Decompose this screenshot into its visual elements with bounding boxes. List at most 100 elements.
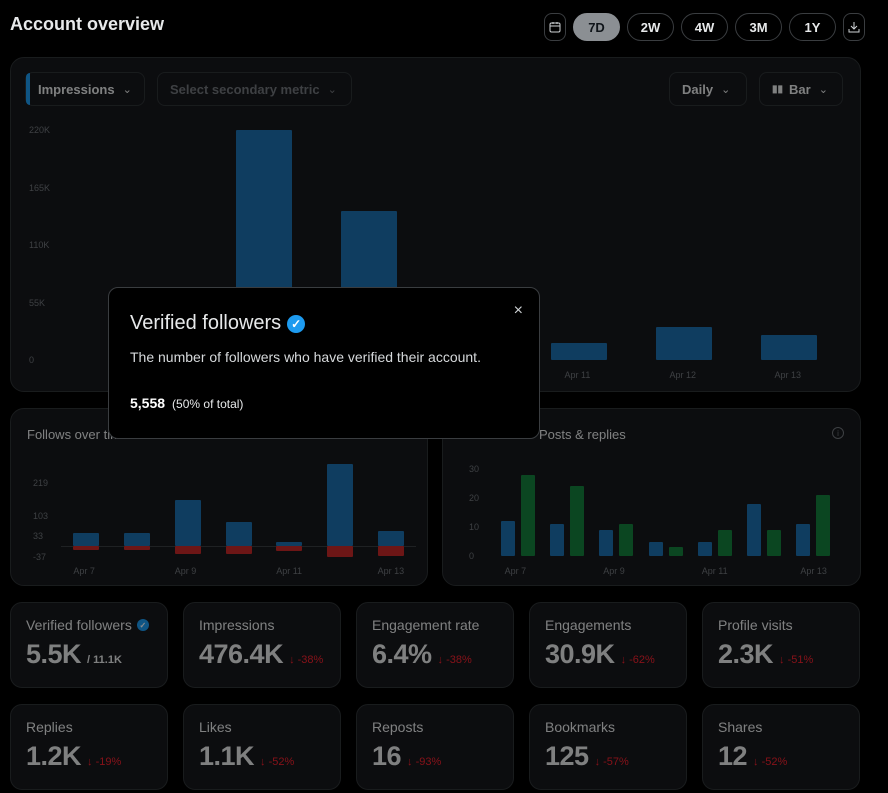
metric-value: 6.4% xyxy=(372,639,432,669)
calendar-icon[interactable] xyxy=(544,13,566,41)
posts-bar xyxy=(796,524,811,556)
metric-label: Replies xyxy=(26,719,73,735)
verified-badge-icon: ✓ xyxy=(287,314,306,333)
y-tick-label: 20 xyxy=(469,493,480,503)
popover-count: 5,558 xyxy=(130,395,166,411)
y-tick-label: 33 xyxy=(33,531,44,542)
metric-total: / 11.1K xyxy=(87,654,122,666)
posts-bar xyxy=(648,541,663,556)
follows-bar xyxy=(326,464,353,546)
metric-engagements[interactable]: Engagements 30.9K ↓ -62% xyxy=(529,602,687,688)
metric-delta: ↓ -62% xyxy=(620,654,655,666)
y-tick-label: 165K xyxy=(29,182,51,193)
x-tick-label: Apr 9 xyxy=(174,566,197,576)
follows-bar xyxy=(174,499,201,546)
posts-bar xyxy=(500,521,515,556)
metric-verified-followers[interactable]: Verified followers ✓ 5.5K / 11.1K xyxy=(10,602,168,688)
metric-label: Profile visits xyxy=(718,617,793,633)
x-tick-label: Apr 11 xyxy=(276,566,303,576)
x-tick-label: Apr 12 xyxy=(669,370,697,380)
x-tick-label: Apr 9 xyxy=(603,566,625,576)
metric-shares[interactable]: Shares 12 ↓ -52% xyxy=(702,704,860,790)
range-2w-button[interactable]: 2W xyxy=(627,13,674,41)
metric-engagement-rate[interactable]: Engagement rate 6.4% ↓ -38% xyxy=(356,602,514,688)
metric-profile-visits[interactable]: Profile visits 2.3K ↓ -51% xyxy=(702,602,860,688)
bar-chart-icon: ▮▮ xyxy=(772,83,784,95)
range-1y-button[interactable]: 1Y xyxy=(789,13,836,41)
y-tick-label: 219 xyxy=(33,477,49,488)
popover-title-text: Verified followers xyxy=(130,312,282,334)
y-tick-label: 220K xyxy=(29,125,51,135)
chevron-down-icon: ⌄ xyxy=(122,83,132,96)
y-tick-label: 110K xyxy=(29,240,50,250)
y-tick-label: -37 xyxy=(33,551,47,562)
impressions-bar xyxy=(760,334,817,360)
secondary-metric-select[interactable]: Select secondary metric ⌄ xyxy=(157,72,352,106)
metric-label: Bookmarks xyxy=(545,719,616,735)
metric-label: Shares xyxy=(718,719,763,735)
close-icon[interactable]: × xyxy=(513,302,523,319)
replies-bar xyxy=(569,486,584,556)
verified-followers-popover: × Verified followers ✓ The number of fol… xyxy=(108,287,540,439)
replies-bar xyxy=(619,524,634,556)
secondary-metric-placeholder: Select secondary metric xyxy=(170,81,320,97)
x-tick-label: Apr 11 xyxy=(564,370,591,380)
metric-likes[interactable]: Likes 1.1K ↓ -52% xyxy=(183,704,341,790)
replies-bar xyxy=(717,529,732,556)
y-tick-label: 10 xyxy=(469,522,480,532)
info-icon[interactable]: i xyxy=(832,427,844,439)
metric-label: Impressions xyxy=(199,617,275,633)
metric-label: Engagements xyxy=(545,617,632,633)
download-icon[interactable] xyxy=(843,13,865,41)
chevron-down-icon: ⌄ xyxy=(721,83,731,96)
replies-bar xyxy=(668,547,683,556)
metric-label: Reposts xyxy=(372,719,424,735)
page-title: Account overview xyxy=(10,14,165,34)
unfollows-bar xyxy=(276,546,303,551)
metric-value: 12 xyxy=(718,741,748,771)
metric-value: 1.2K xyxy=(26,741,82,771)
range-4w-button[interactable]: 4W xyxy=(681,13,728,41)
metric-reposts[interactable]: Reposts 16 ↓ -93% xyxy=(356,704,514,790)
popover-percent: (50% of total) xyxy=(172,397,244,411)
popover-description: The number of followers who have verifie… xyxy=(130,349,481,365)
date-range-selector: 7D 2W 4W 3M 1Y xyxy=(544,13,865,41)
x-tick-label: Apr 7 xyxy=(73,566,95,576)
range-3m-button[interactable]: 3M xyxy=(735,13,782,41)
metric-value: 476.4K xyxy=(199,639,284,669)
x-tick-label: Apr 7 xyxy=(504,566,527,576)
popover-stat: 5,558 (50% of total) xyxy=(130,395,518,411)
metric-delta: ↓ -57% xyxy=(594,756,629,768)
replies-card-title: Posts & replies xyxy=(539,427,626,442)
range-7d-button[interactable]: 7D xyxy=(573,13,620,41)
follows-bar xyxy=(124,533,151,546)
x-tick-label: Apr 11 xyxy=(701,566,728,576)
metric-label: Likes xyxy=(199,719,232,735)
unfollows-bar xyxy=(174,546,201,554)
primary-metric-select[interactable]: Impressions ⌄ xyxy=(25,72,145,106)
chevron-down-icon: ⌄ xyxy=(818,83,828,96)
replies-plot: 0 10 20 30 Apr 7 Apr 9 Apr 11 Apr 13 xyxy=(443,409,862,587)
metric-value: 125 xyxy=(545,741,589,771)
metric-delta: ↓ -38% xyxy=(437,654,472,666)
unfollows-bar xyxy=(124,546,151,551)
metric-label: Engagement rate xyxy=(372,617,480,633)
metric-bookmarks[interactable]: Bookmarks 125 ↓ -57% xyxy=(529,704,687,790)
metric-replies[interactable]: Replies 1.2K ↓ -19% xyxy=(10,704,168,790)
metric-value: 2.3K xyxy=(718,639,774,669)
posts-bar xyxy=(549,524,564,556)
metric-value: 30.9K xyxy=(545,639,615,669)
metric-delta: ↓ -52% xyxy=(260,756,295,768)
popover-title: Verified followers ✓ xyxy=(130,312,518,335)
chevron-down-icon: ⌄ xyxy=(327,83,337,96)
y-tick-label: 0 xyxy=(469,551,475,561)
y-tick-label: 55K xyxy=(29,297,46,308)
interval-select[interactable]: Daily ⌄ xyxy=(669,72,747,106)
metric-delta: ↓ -38% xyxy=(289,654,324,666)
metric-delta: ↓ -51% xyxy=(779,654,814,666)
interval-label: Daily xyxy=(682,81,714,97)
y-tick-label: 30 xyxy=(469,464,480,474)
metric-impressions[interactable]: Impressions 476.4K ↓ -38% xyxy=(183,602,341,688)
chart-type-select[interactable]: ▮▮ Bar ⌄ xyxy=(759,72,843,106)
primary-metric-accent xyxy=(26,73,30,105)
